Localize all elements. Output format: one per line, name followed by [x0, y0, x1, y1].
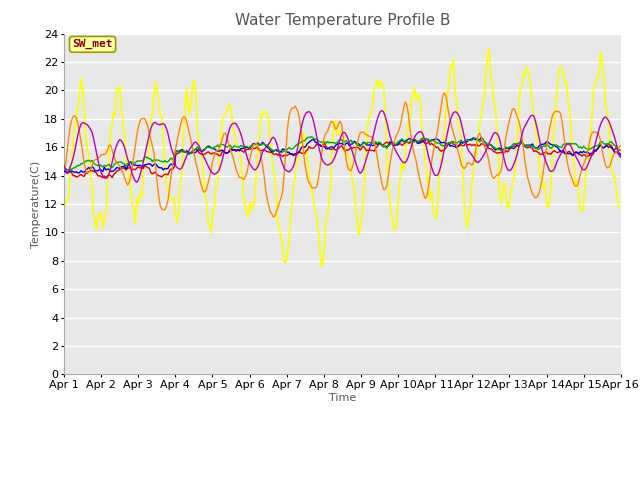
Text: SW_met: SW_met	[72, 39, 113, 49]
Y-axis label: Temperature(C): Temperature(C)	[31, 160, 42, 248]
Legend: 0cm, +5cm, +10cm, +30cm, +50cm, TC_temp11: 0cm, +5cm, +10cm, +30cm, +50cm, TC_temp1…	[105, 479, 580, 480]
Title: Water Temperature Profile B: Water Temperature Profile B	[235, 13, 450, 28]
X-axis label: Time: Time	[329, 393, 356, 403]
